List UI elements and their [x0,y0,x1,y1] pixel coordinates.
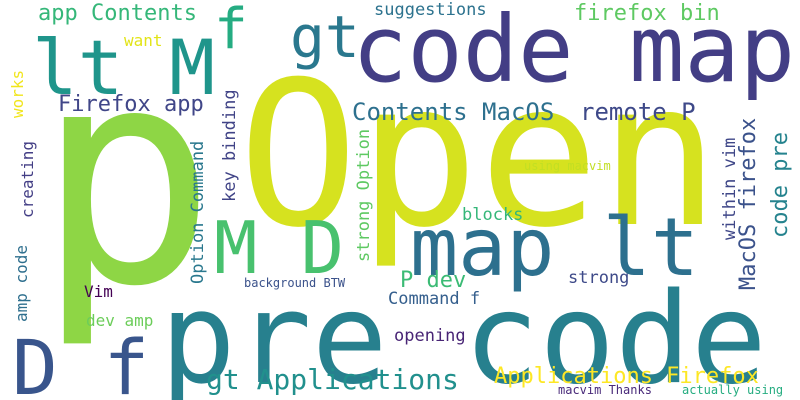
word-pre-code: pre code [160,265,767,400]
word-f: f [214,0,248,62]
word-gt: gt [290,3,360,71]
word-macos-firefox: MacOS firefox [736,117,761,290]
word-open: Open [238,39,720,272]
word-p: p [36,3,217,352]
word-dev-amp: dev amp [86,311,154,330]
word-works: works [8,69,27,118]
word-remote-p: remote P [580,98,696,126]
word-option-command: Option Command [188,140,208,284]
word-applications-firefox: Applications Firefox [494,364,759,389]
word-macvim-thanks: macvim Thanks [558,383,652,397]
word-actually-using: actually using [682,383,784,397]
word-command-f: Command f [388,289,481,309]
word-firefox-app: Firefox app [58,92,204,117]
word-code-map: code map [352,0,796,103]
word-m-d: M D [214,206,345,290]
word-firefox-bin: firefox bin [574,1,720,26]
word-code-pre: code pre [768,132,793,238]
word-key-binding: key binding [220,89,240,202]
word-background-btw: background BTW [244,276,346,290]
word-strong-option: strong Option [354,128,374,262]
word-using-macvim: using macvim [524,159,611,173]
word-blocks: blocks [462,205,524,225]
word-app-contents: app Contents [38,1,197,26]
word-lt-m: lt M [32,23,216,112]
word-p-dev: P dev [400,268,467,293]
word-within-vim: within vim [720,137,740,240]
word-amp-code: amp code [12,244,31,322]
word-gt-applications: gt Applications [206,363,459,396]
word-opening: opening [394,326,466,346]
word-d-f: D f [12,323,150,400]
word-suggestions: suggestions [374,0,487,20]
word-strong: strong [568,268,630,288]
word-creating: creating [18,140,37,218]
word-contents-macos: Contents MacOS [352,98,555,126]
word-map-lt: map lt [410,201,699,294]
word-vim: Vim [84,282,113,301]
word-want: want [124,31,163,50]
